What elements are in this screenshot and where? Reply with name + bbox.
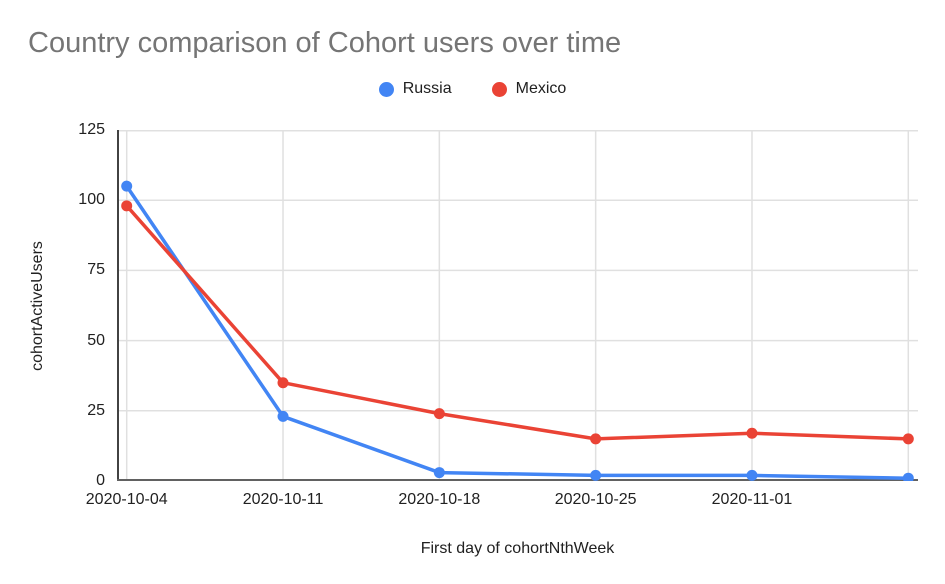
data-point-russia xyxy=(433,467,445,479)
series-line-mexico xyxy=(124,204,911,441)
y-tick-label: 25 xyxy=(87,401,105,419)
x-tick-label: 2020-10-04 xyxy=(85,491,168,508)
x-tick-label: 2020-11-01 xyxy=(711,491,793,508)
legend-item-mexico: Mexico xyxy=(491,80,567,98)
y-tick-label: 75 xyxy=(87,261,105,279)
x-axis-title: First day of cohortNthWeek xyxy=(420,540,615,557)
data-point-mexico xyxy=(121,200,133,212)
series-line-russia xyxy=(124,184,911,480)
data-point-mexico xyxy=(746,427,758,439)
y-tick-label: 0 xyxy=(96,472,105,489)
data-point-russia xyxy=(121,180,133,192)
legend-swatch-icon xyxy=(378,81,394,97)
plot-area xyxy=(117,130,918,481)
legend-swatch-icon xyxy=(491,81,507,97)
y-tick-label: 125 xyxy=(78,121,105,138)
x-tick-label: 2020-10-11 xyxy=(242,491,324,508)
x-tick-label: 2020-10-25 xyxy=(554,491,637,508)
chart-legend: Russia Mexico xyxy=(0,79,945,99)
data-point-mexico xyxy=(902,433,914,445)
x-tick-label: 2020-10-18 xyxy=(398,491,481,508)
legend-item-russia: Russia xyxy=(378,80,452,98)
data-point-mexico xyxy=(590,433,602,445)
data-point-russia xyxy=(902,472,914,481)
chart-title: Country comparison of Cohort users over … xyxy=(28,27,622,59)
data-point-mexico xyxy=(433,408,445,420)
legend-label: Mexico xyxy=(515,80,567,97)
y-tick-label: 100 xyxy=(78,191,105,209)
legend-label: Russia xyxy=(402,80,452,97)
data-point-mexico xyxy=(277,377,289,389)
data-point-russia xyxy=(590,469,602,481)
data-point-russia xyxy=(746,469,758,481)
data-point-russia xyxy=(277,410,289,422)
y-tick-label: 50 xyxy=(87,331,105,349)
